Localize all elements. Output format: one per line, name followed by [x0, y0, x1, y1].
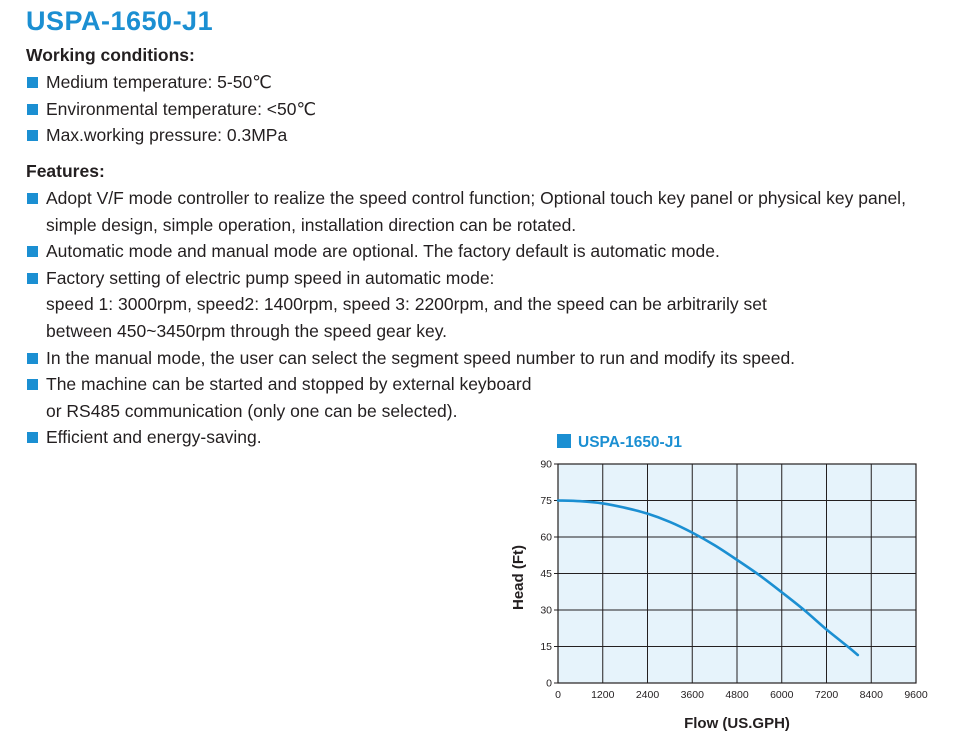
- page-title: USPA-1650-J1: [26, 6, 214, 36]
- feature-item: Factory setting of electric pump speed i…: [26, 265, 906, 345]
- bullet-square-icon: [27, 246, 38, 258]
- pump-curve-line: [556, 499, 860, 657]
- list-item-text: Environmental temperature: <50℃: [46, 98, 317, 119]
- x-tick-label: 6000: [770, 689, 794, 701]
- bullet-square-icon: [27, 272, 38, 284]
- features-heading: Features:: [26, 161, 105, 181]
- feature-item: Efficient and energy-saving.: [26, 424, 906, 451]
- feature-item: In the manual mode, the user can select …: [26, 345, 906, 372]
- working-condition-item: Environmental temperature: <50℃: [26, 96, 316, 123]
- bullet-square-icon: [27, 103, 38, 115]
- list-item-text: simple design, simple operation, install…: [46, 214, 577, 235]
- bullet-square-icon: [27, 130, 38, 142]
- list-item-text: The machine can be started and stopped b…: [46, 374, 532, 395]
- x-tick-label: 1200: [591, 689, 615, 701]
- y-axis-label: Head (Ft): [510, 545, 527, 610]
- feature-item: Adopt V/F mode controller to realize the…: [26, 185, 906, 238]
- feature-item: The machine can be started and stopped b…: [26, 371, 906, 424]
- y-tick-label: 0: [546, 678, 552, 690]
- legend-label: USPA-1650-J1: [578, 434, 682, 451]
- bullet-square-icon: [27, 432, 38, 444]
- list-item-text: In the manual mode, the user can select …: [46, 347, 796, 368]
- y-tick-label: 15: [540, 641, 552, 653]
- y-tick-label: 30: [540, 605, 552, 617]
- bullet-square-icon: [27, 352, 38, 364]
- y-tick-label: 90: [540, 459, 552, 471]
- legend-swatch: [557, 434, 571, 448]
- working-conditions-list: Medium temperature: 5-50℃ Environmental t…: [26, 69, 316, 149]
- working-condition-item: Max.working pressure: 0.3MPa: [26, 122, 316, 149]
- list-item-text: Medium temperature: 5-50℃: [46, 72, 272, 92]
- bullet-square-icon: [27, 77, 38, 88]
- bullet-square-icon: [27, 379, 38, 391]
- x-tick-label: 7200: [815, 689, 839, 701]
- x-tick-label: 2400: [636, 689, 660, 701]
- list-item-text: Automatic mode and manual mode are optio…: [46, 241, 720, 262]
- y-tick-label: 45: [540, 568, 552, 580]
- y-tick-label: 75: [540, 495, 552, 507]
- x-tick-label: 0: [555, 689, 561, 701]
- working-condition-item: Medium temperature: 5-50℃: [26, 69, 316, 96]
- list-item-text: speed 1: 3000rpm, speed2: 1400rpm, speed…: [46, 294, 767, 315]
- y-tick-label: 60: [540, 532, 552, 544]
- list-item-text: or RS485 communication (only one can be …: [46, 400, 458, 421]
- x-axis-label: Flow (US.GPH): [684, 715, 790, 732]
- features-list: Adopt V/F mode controller to realize the…: [26, 185, 906, 451]
- list-item-text: Efficient and energy-saving.: [46, 427, 262, 448]
- working-conditions-heading: Working conditions:: [26, 45, 195, 65]
- x-tick-label: 8400: [860, 689, 884, 701]
- x-tick-label: 3600: [681, 689, 705, 701]
- list-item-text: Adopt V/F mode controller to realize the…: [46, 188, 906, 208]
- x-tick-label: 4800: [725, 689, 749, 701]
- bullet-square-icon: [27, 193, 38, 204]
- x-tick-label: 9600: [904, 689, 928, 701]
- list-item-text: Max.working pressure: 0.3MPa: [46, 125, 288, 146]
- feature-item: Automatic mode and manual mode are optio…: [26, 238, 906, 265]
- list-item-text: Factory setting of electric pump speed i…: [46, 267, 495, 288]
- list-item-text: between 450~3450rpm through the speed ge…: [46, 320, 448, 341]
- chart-legend: USPA-1650-J1: [557, 434, 682, 452]
